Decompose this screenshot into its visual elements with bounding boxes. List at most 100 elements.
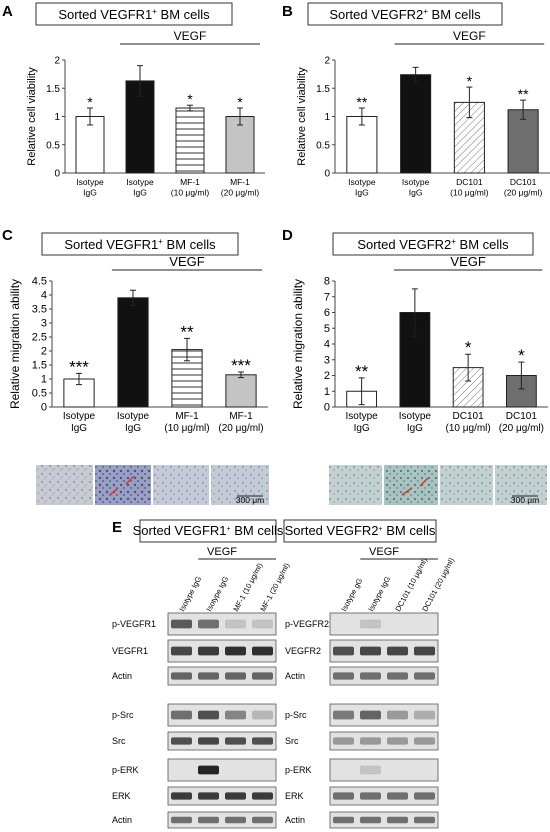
- micrograph-c-1: [36, 465, 93, 505]
- chart-a-significance: *: [237, 94, 243, 110]
- chart-d-ytick-label: 7: [324, 291, 330, 303]
- chart-b-category-label: (10 μg/ml): [450, 188, 489, 198]
- chart-b-category-label: DC101: [510, 177, 537, 187]
- western-left-title-suffix: BM cells: [231, 523, 284, 538]
- wb-right-band: [414, 646, 435, 656]
- wb-right-blot-label: Actin: [285, 671, 305, 681]
- chart-d-ytick-label: 8: [324, 276, 330, 288]
- chart-c-ytick-label: 1: [41, 374, 47, 386]
- chart-d-significance: *: [465, 338, 472, 357]
- chart-a-category-label: (10 μg/ml): [171, 188, 210, 198]
- wb-left-band: [198, 737, 219, 745]
- wb-right-blot-frame: [329, 612, 439, 636]
- wb-right-blot-label: p-ERK: [285, 765, 312, 775]
- chart-c-significance: ***: [231, 356, 251, 375]
- wb-right-band: [360, 672, 381, 680]
- panel-a-title-sup: +: [152, 7, 157, 16]
- wb-right-blot-frame: [329, 703, 439, 727]
- panel-letter-d: D: [282, 227, 293, 244]
- panel-a-title-prefix: Sorted VEGFR1: [58, 7, 152, 22]
- panel-a-title-suffix: BM cells: [157, 7, 210, 22]
- micrograph-d-1: [329, 465, 382, 505]
- wb-left-band: [225, 672, 246, 680]
- svg-text:Sorted VEGFR2+ BM cells: Sorted VEGFR2+ BM cells: [357, 237, 509, 252]
- chart-a-category-label: Isotype: [76, 177, 104, 187]
- chart-d-category-label: (20 μg/ml): [499, 423, 544, 434]
- chart-d-ytick-label: 6: [324, 307, 330, 319]
- chart-a-ylabel: Relative cell viability: [26, 67, 38, 166]
- chart-b-bar: [507, 109, 539, 174]
- wb-left-blot-frame: [167, 703, 277, 727]
- panel-d-micrographs: 300 μm: [329, 465, 547, 505]
- wb-left-band: [225, 737, 246, 745]
- wb-right-blot-label: Src: [285, 736, 299, 746]
- wb-left-band: [198, 816, 219, 824]
- western-left-title-prefix: Sorted VEGFR1: [133, 523, 227, 538]
- micrograph-c-2: [95, 465, 151, 505]
- wb-right-blot-label: Actin: [285, 815, 305, 825]
- svg-text:Sorted VEGFR2+ BM cells: Sorted VEGFR2+ BM cells: [329, 7, 481, 22]
- chart-a-ytick-label: 0: [54, 169, 60, 180]
- panel-c-title-suffix: BM cells: [163, 237, 216, 252]
- micrograph-c-4: [211, 465, 269, 505]
- wb-left-band: [252, 737, 273, 745]
- svg-text:Sorted VEGFR2+ BM cells: Sorted VEGFR2+ BM cells: [285, 523, 436, 538]
- wb-left-band: [171, 672, 192, 680]
- panel-letter-e: E: [112, 519, 122, 536]
- chart-c-category-label: (20 μg/ml): [218, 423, 263, 434]
- chart-d-ytick-label: 1: [324, 386, 330, 398]
- chart-c-ytick-label: 0.5: [32, 388, 47, 400]
- wb-left-blot-label: VEGFR1: [112, 646, 148, 656]
- wb-left-vegf-label: VEGF: [207, 546, 237, 558]
- wb-left-blot-label: ERK: [112, 791, 131, 801]
- chart-a-category-label: MF-1: [230, 177, 250, 187]
- western-right-title-suffix: BM cells: [383, 523, 436, 538]
- wb-left-band: [198, 792, 219, 800]
- panel-c-title-sup: +: [158, 237, 163, 246]
- chart-panel-c: 0 0.5 1 1.5 2 2.5 3 3.5 4 4.5 Relative migration a…: [8, 254, 268, 434]
- chart-b-ytick-label: 2: [324, 56, 330, 67]
- chart-d-vegf-label: VEGF: [450, 254, 485, 269]
- chart-b-bar: [400, 74, 432, 174]
- panel-d-title-box: Sorted VEGFR2+ BM cells: [332, 232, 534, 256]
- panel-b-title-suffix: BM cells: [428, 7, 481, 22]
- chart-a-vegf-label: VEGF: [174, 29, 207, 43]
- wb-right-blot-frame: [329, 758, 439, 782]
- wb-left-blot-frame: [167, 639, 277, 663]
- micrograph-d-2: [384, 465, 438, 505]
- chart-a-category-label: Isotype: [126, 177, 154, 187]
- wb-right-band: [414, 672, 435, 680]
- chart-a-significance: *: [187, 91, 193, 107]
- wb-right-band: [387, 816, 408, 824]
- chart-b-ytick-label: 1: [324, 112, 330, 123]
- western-right-title-sup: +: [379, 526, 383, 533]
- chart-c-bar: [63, 378, 95, 408]
- wb-left-band: [252, 672, 273, 680]
- chart-a-category-label: MF-1: [180, 177, 200, 187]
- chart-d-category-label: (10 μg/ml): [446, 423, 491, 434]
- western-right-title-prefix: Sorted VEGFR2: [285, 523, 379, 538]
- wb-left-band: [252, 710, 273, 720]
- chart-a-ytick-label: 2: [54, 56, 60, 67]
- chart-a-ytick-label: 1.5: [46, 84, 60, 95]
- chart-c-category-label: MF-1: [175, 411, 199, 422]
- panel-d-title-sup: +: [451, 237, 456, 246]
- panel-c-micrographs: 300 μm: [36, 465, 269, 505]
- panel-c-title-prefix: Sorted VEGFR1: [64, 237, 158, 252]
- chart-d-ytick-label: 0: [324, 402, 330, 414]
- wb-left-blot-frame: [167, 666, 277, 686]
- wb-left-band: [171, 816, 192, 824]
- wb-left-blot-label: Actin: [112, 815, 132, 825]
- wb-left-blot-label: Actin: [112, 671, 132, 681]
- svg-text:Sorted VEGFR1+ BM cells: Sorted VEGFR1+ BM cells: [64, 237, 216, 252]
- chart-b-vegf-label: VEGF: [453, 29, 486, 43]
- wb-left-lane-label: Isotype IgG: [177, 575, 203, 613]
- chart-b-ylabel: Relative cell viability: [296, 67, 308, 166]
- wb-left-band: [171, 646, 192, 656]
- wb-right-band: [387, 710, 408, 720]
- chart-b-bar: [346, 116, 378, 174]
- wb-right-blot-frame: [329, 786, 439, 806]
